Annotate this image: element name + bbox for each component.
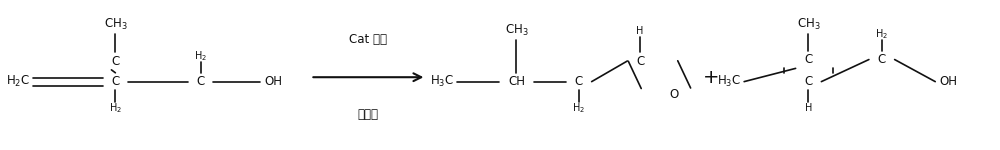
Text: CH$_3$: CH$_3$ [505,23,528,38]
Text: C: C [111,54,120,68]
Text: OH: OH [939,75,957,88]
Text: C: C [111,75,120,88]
Text: H$_2$: H$_2$ [194,49,207,63]
Text: H$_2$: H$_2$ [109,101,122,115]
Text: C: C [575,75,583,88]
Text: H$_2$: H$_2$ [875,27,888,41]
Text: H: H [805,103,812,113]
Text: H$_3$C: H$_3$C [430,74,454,89]
Text: C: C [804,75,813,88]
Text: C: C [804,53,813,66]
Text: H$_2$: H$_2$ [572,101,585,115]
Text: O: O [669,88,678,101]
Text: C: C [196,75,205,88]
Text: H$_3$C: H$_3$C [717,74,741,89]
Text: C: C [636,54,644,68]
Text: OH: OH [264,75,282,88]
Text: H: H [636,26,644,36]
Text: CH: CH [508,75,525,88]
Text: 紫外光: 紫外光 [357,108,378,121]
Text: H$_2$C: H$_2$C [6,74,30,89]
Text: CH$_3$: CH$_3$ [104,17,127,33]
Text: +: + [703,68,720,87]
Text: C: C [878,53,886,66]
Text: CH$_3$: CH$_3$ [797,17,820,33]
Text: Cat 加热: Cat 加热 [349,33,387,46]
